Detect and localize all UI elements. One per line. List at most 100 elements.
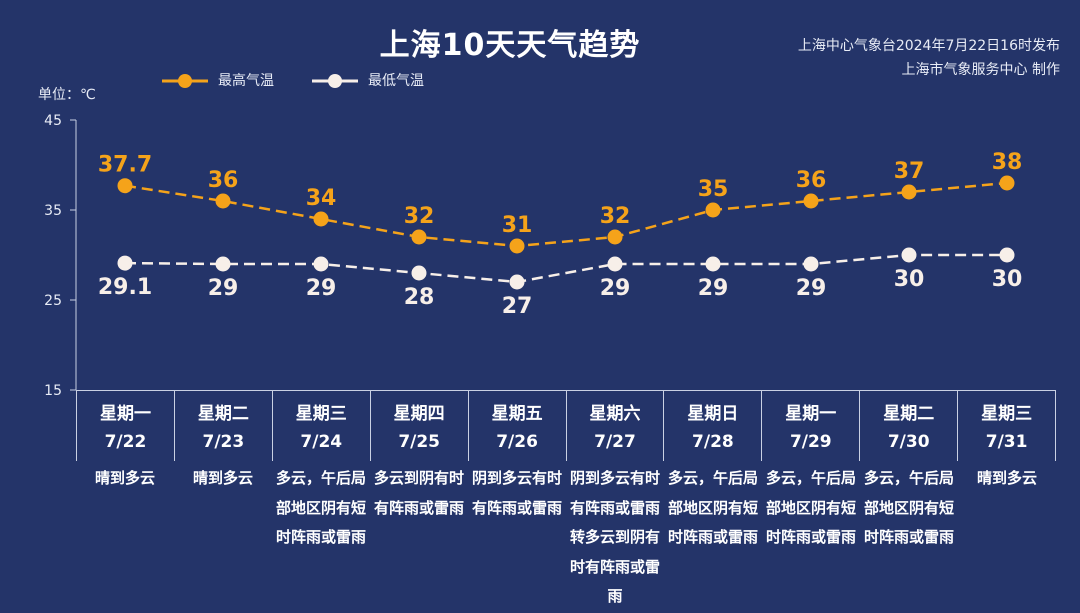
high-temp-label: 34 bbox=[306, 186, 337, 211]
legend-low-marker bbox=[312, 74, 358, 88]
low-temp-point bbox=[803, 256, 819, 272]
high-temp-point bbox=[411, 229, 427, 245]
day-date: 7/26 bbox=[496, 432, 538, 452]
weather-description-row: 晴到多云 晴到多云 多云，午后局部地区阴有短时阵雨或雷雨 多云到阴有时有阵雨或雷雨 阴到… bbox=[76, 464, 1056, 612]
high-temp-label: 31 bbox=[502, 213, 533, 238]
high-temp-label: 32 bbox=[404, 204, 435, 229]
day-weekday: 星期六 bbox=[589, 404, 641, 424]
low-temp-point bbox=[215, 256, 231, 272]
day-header-cell: 星期一 7/29 bbox=[762, 391, 861, 461]
low-temp-point bbox=[117, 255, 133, 271]
weather-description: 晴到多云 bbox=[976, 469, 1037, 487]
high-temp-label: 36 bbox=[796, 168, 827, 193]
day-weekday: 星期一 bbox=[99, 404, 151, 424]
legend-high-marker bbox=[162, 74, 208, 88]
legend-low-label: 最低气温 bbox=[368, 73, 424, 89]
day-header-cell: 星期一 7/22 bbox=[76, 391, 175, 461]
legend-high-label: 最高气温 bbox=[218, 73, 274, 89]
high-temp-label: 37 bbox=[894, 159, 925, 184]
chart-title: 上海10天天气趋势 bbox=[379, 28, 641, 63]
day-date: 7/22 bbox=[104, 432, 147, 452]
day-header-cell: 星期三 7/24 bbox=[273, 391, 371, 461]
high-temp-label: 35 bbox=[698, 177, 729, 202]
y-tick-label: 25 bbox=[44, 293, 62, 309]
low-temp-label: 29 bbox=[698, 276, 729, 301]
low-temp-label: 30 bbox=[992, 267, 1023, 292]
day-header-cell: 星期五 7/26 bbox=[469, 391, 567, 461]
day-header-cell: 星期四 7/25 bbox=[371, 391, 469, 461]
weather-description: 晴到多云 bbox=[94, 469, 155, 487]
high-temp-point bbox=[313, 211, 329, 227]
low-temp-point bbox=[313, 256, 329, 272]
low-temp-point bbox=[411, 265, 427, 281]
day-date: 7/24 bbox=[300, 432, 343, 452]
weather-description: 晴到多云 bbox=[192, 469, 253, 487]
low-temp-point bbox=[607, 256, 623, 272]
day-header-cell: 星期二 7/23 bbox=[175, 391, 273, 461]
high-temp-point bbox=[705, 202, 721, 218]
legend-item-low[interactable]: 最低气温 bbox=[310, 70, 424, 92]
high-temp-label: 36 bbox=[208, 168, 239, 193]
day-header-cell: 星期二 7/30 bbox=[860, 391, 959, 461]
high-temp-point bbox=[215, 193, 231, 209]
day-header-cell: 星期六 7/27 bbox=[567, 391, 665, 461]
low-temp-label: 29.1 bbox=[98, 275, 152, 300]
weather-description: 多云，午后局部地区阴有短时阵雨或雷雨 bbox=[276, 469, 367, 546]
day-date: 7/30 bbox=[887, 432, 930, 452]
y-tick-label: 15 bbox=[44, 383, 62, 399]
high-temp-line bbox=[124, 181, 1008, 248]
high-temp-point bbox=[803, 193, 819, 209]
y-tick-label: 45 bbox=[44, 113, 62, 129]
day-date: 7/23 bbox=[202, 432, 245, 452]
low-temp-point bbox=[509, 274, 525, 290]
weather-description: 多云到阴有时有阵雨或雷雨 bbox=[374, 469, 465, 517]
day-date: 7/29 bbox=[789, 432, 832, 452]
low-temp-line bbox=[124, 253, 1007, 284]
low-temp-label: 30 bbox=[894, 267, 925, 292]
day-date: 7/27 bbox=[594, 432, 636, 452]
day-weekday: 星期日 bbox=[687, 404, 739, 424]
weather-description: 多云，午后局部地区阴有短时阵雨或雷雨 bbox=[766, 469, 857, 546]
low-temp-point bbox=[705, 256, 721, 272]
day-weekday: 星期二 bbox=[197, 404, 249, 424]
source-line-2: 上海市气象服务中心 制作 bbox=[901, 62, 1060, 78]
low-temp-label: 28 bbox=[404, 285, 435, 310]
day-weekday: 星期五 bbox=[491, 404, 543, 424]
high-temp-point bbox=[509, 238, 525, 254]
unit-label: 单位：℃ bbox=[38, 87, 96, 103]
low-temp-point bbox=[901, 247, 917, 263]
day-weekday: 星期三 bbox=[981, 404, 1033, 424]
day-weekday: 星期一 bbox=[785, 404, 837, 424]
low-temp-point bbox=[999, 247, 1015, 263]
low-temp-label: 29 bbox=[600, 276, 631, 301]
high-temp-point bbox=[117, 178, 133, 194]
day-date: 7/25 bbox=[398, 432, 441, 452]
day-weekday: 星期四 bbox=[393, 404, 445, 424]
low-temp-label: 29 bbox=[208, 276, 239, 301]
weather-description: 阴到多云有时有阵雨或雷雨转多云到阴有时有阵雨或雷雨 bbox=[570, 469, 661, 605]
source-info: 上海中心气象台2024年7月22日16时发布 上海市气象服务中心 制作 bbox=[798, 34, 1060, 82]
low-temp-label: 29 bbox=[796, 276, 827, 301]
day-date: 7/28 bbox=[692, 432, 734, 452]
day-date: 7/31 bbox=[985, 432, 1028, 452]
y-tick-label: 35 bbox=[44, 203, 62, 219]
high-temp-label: 32 bbox=[600, 204, 631, 229]
day-weekday: 星期二 bbox=[883, 404, 935, 424]
high-temp-point bbox=[901, 184, 917, 200]
weather-description: 多云，午后局部地区阴有短时阵雨或雷雨 bbox=[668, 469, 759, 546]
low-temp-label: 27 bbox=[502, 294, 533, 319]
day-header-cell: 星期日 7/28 bbox=[664, 391, 763, 461]
legend-item-high[interactable]: 最高气温 bbox=[160, 70, 274, 92]
source-line-1: 上海中心气象台2024年7月22日16时发布 bbox=[797, 38, 1060, 54]
day-weekday: 星期三 bbox=[295, 404, 347, 424]
day-header-row: 星期一 7/22 星期二 7/23 星期三 7/24 星期四 7/25 星期五 7/26 星期六 7/… bbox=[76, 390, 1057, 461]
high-temp-point bbox=[607, 229, 623, 245]
day-header-cell: 星期三 7/31 bbox=[958, 391, 1057, 461]
weather-description: 多云，午后局部地区阴有短时阵雨或雷雨 bbox=[864, 469, 955, 546]
weather-description: 阴到多云有时有阵雨或雷雨 bbox=[472, 469, 563, 517]
low-temp-label: 29 bbox=[306, 276, 337, 301]
high-temp-label: 37.7 bbox=[98, 153, 152, 178]
high-temp-point bbox=[999, 175, 1015, 191]
high-temp-label: 38 bbox=[992, 150, 1023, 175]
